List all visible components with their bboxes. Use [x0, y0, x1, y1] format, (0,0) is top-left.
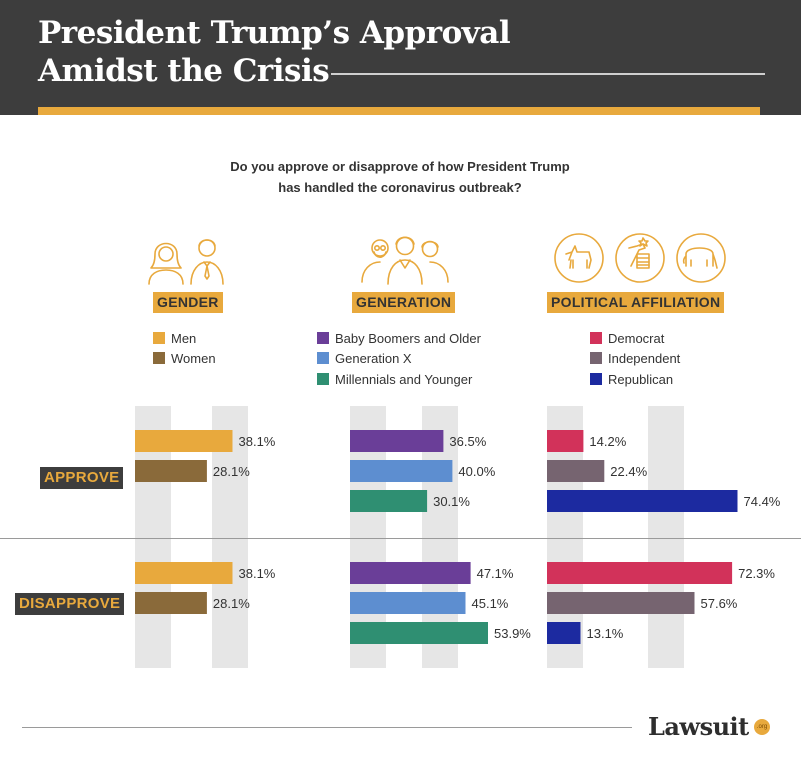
bar-millennials-and-younger-approve — [350, 490, 428, 512]
elephant-icon — [676, 233, 726, 283]
eagle-icon — [615, 233, 665, 283]
legend-label: Baby Boomers and Older — [335, 331, 481, 346]
bar-millennials-and-younger-disapprove — [350, 622, 488, 644]
legend-swatch — [317, 373, 329, 385]
title-rule — [331, 73, 765, 75]
header-bar: President Trump’s Approval Amidst the Cr… — [0, 0, 801, 115]
political-party-icons — [553, 232, 727, 289]
data-label: 72.3% — [738, 566, 775, 581]
bar-republican-disapprove — [547, 622, 581, 644]
data-label: 28.1% — [213, 596, 250, 611]
gender-icon — [145, 232, 235, 291]
legend-label: Women — [171, 351, 216, 366]
bar-women-disapprove — [135, 592, 207, 614]
bar-generation-x-disapprove — [350, 592, 466, 614]
bar-democrat-approve — [547, 430, 584, 452]
bar-baby-boomers-and-older-approve — [350, 430, 444, 452]
data-label: 57.6% — [701, 596, 738, 611]
row-label-disapprove: DISAPPROVE — [15, 593, 125, 615]
donkey-icon — [554, 233, 604, 283]
legend-item-democrat: Democrat — [590, 331, 664, 347]
data-label: 13.1% — [587, 626, 624, 641]
section-divider — [0, 538, 801, 539]
bar-baby-boomers-and-older-disapprove — [350, 562, 471, 584]
legend-label: Millennials and Younger — [335, 372, 473, 387]
legend-swatch — [590, 373, 602, 385]
data-label: 28.1% — [213, 464, 250, 479]
bar-men-approve — [135, 430, 233, 452]
bar-independent-disapprove — [547, 592, 695, 614]
legend-label: Independent — [608, 351, 681, 366]
legend-item-baby-boomers: Baby Boomers and Older — [317, 331, 481, 347]
group-label-gender: GENDER — [153, 292, 223, 313]
generation-icon — [360, 232, 450, 291]
grid-band — [648, 406, 684, 668]
legend-swatch — [153, 352, 165, 364]
legend-label: Democrat — [608, 331, 665, 346]
bar-republican-approve — [547, 490, 738, 512]
legend-item-generation-x: Generation X — [317, 351, 412, 367]
data-label: 22.4% — [610, 464, 647, 479]
survey-question: Do you approve or disapprove of how Pres… — [150, 156, 650, 198]
bar-men-disapprove — [135, 562, 233, 584]
data-label: 36.5% — [449, 434, 486, 449]
title-line-2: Amidst the Crisis — [38, 53, 330, 89]
legend-item-independent: Independent — [590, 351, 680, 367]
legend-swatch — [590, 332, 602, 344]
data-label: 45.1% — [472, 596, 509, 611]
question-line-1: Do you approve or disapprove of how Pres… — [230, 159, 570, 174]
lawsuit-logo: Lawsuit — [648, 712, 749, 741]
data-label: 38.1% — [239, 566, 276, 581]
data-label: 74.4% — [744, 494, 781, 509]
data-label: 53.9% — [494, 626, 531, 641]
question-line-2: has handled the coronavirus outbreak? — [278, 180, 522, 195]
group-label-political-affiliation: POLITICAL AFFILIATION — [547, 292, 725, 313]
legend-item-women: Women — [153, 351, 216, 367]
data-label: 38.1% — [239, 434, 276, 449]
legend-label: Republican — [608, 372, 674, 387]
data-label: 40.0% — [458, 464, 495, 479]
legend-item-men: Men — [153, 331, 196, 347]
logo-badge: .org — [754, 719, 770, 735]
data-label: 30.1% — [433, 494, 470, 509]
legend-swatch — [153, 332, 165, 344]
legend-swatch — [590, 352, 602, 364]
legend-label: Generation X — [335, 351, 412, 366]
footer-rule — [22, 727, 632, 728]
legend-label: Men — [171, 331, 197, 346]
title-line-1: President Trump’s Approval — [38, 15, 511, 51]
legend-swatch — [317, 352, 329, 364]
data-label: 47.1% — [477, 566, 514, 581]
legend-item-republican: Republican — [590, 372, 673, 388]
bar-women-approve — [135, 460, 207, 482]
group-label-generation: GENERATION — [352, 292, 456, 313]
bar-democrat-disapprove — [547, 562, 733, 584]
legend-item-millennials: Millennials and Younger — [317, 372, 472, 388]
legend-swatch — [317, 332, 329, 344]
header-accent-stripe — [38, 107, 760, 115]
bar-generation-x-approve — [350, 460, 453, 482]
row-label-approve: APPROVE — [40, 467, 124, 489]
page-title: President Trump’s Approval Amidst the Cr… — [38, 14, 511, 90]
data-label: 14.2% — [589, 434, 626, 449]
bar-independent-approve — [547, 460, 605, 482]
